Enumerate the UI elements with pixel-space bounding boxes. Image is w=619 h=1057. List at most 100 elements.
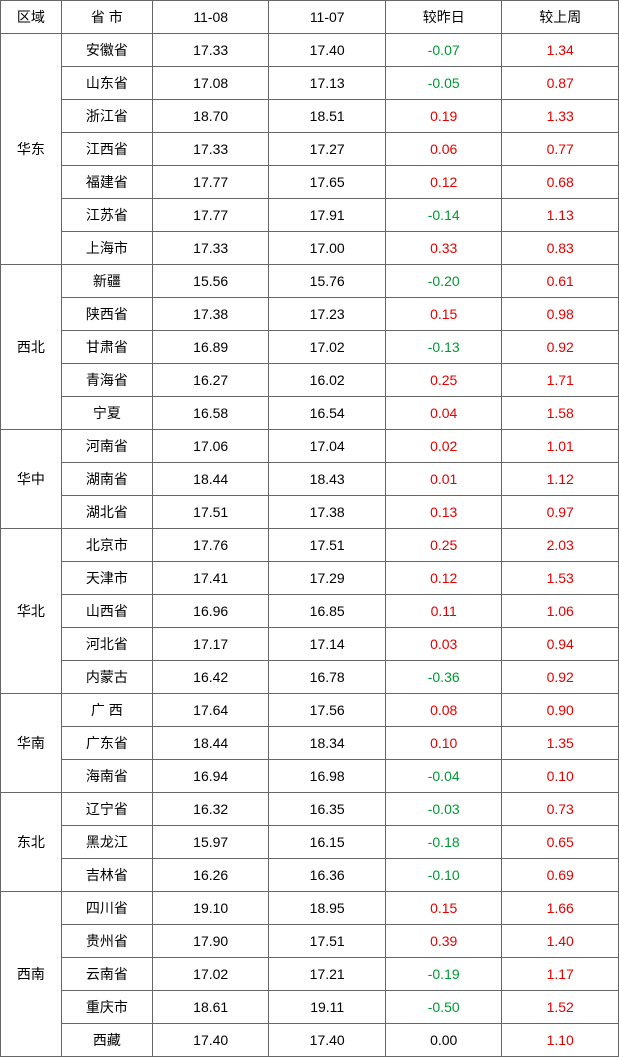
province-cell: 湖南省 xyxy=(61,463,152,496)
value-d1: 17.02 xyxy=(152,958,269,991)
value-d1: 17.77 xyxy=(152,166,269,199)
table-row: 湖南省18.4418.430.011.12 xyxy=(1,463,619,496)
province-cell: 重庆市 xyxy=(61,991,152,1024)
table-row: 重庆市18.6119.11-0.501.52 xyxy=(1,991,619,1024)
province-cell: 广 西 xyxy=(61,694,152,727)
delta-day: 0.12 xyxy=(385,166,502,199)
value-d1: 15.56 xyxy=(152,265,269,298)
value-d1: 17.76 xyxy=(152,529,269,562)
delta-week: 0.92 xyxy=(502,661,619,694)
table-row: 陕西省17.3817.230.150.98 xyxy=(1,298,619,331)
value-d1: 16.58 xyxy=(152,397,269,430)
table-body: 华东安徽省17.3317.40-0.071.34山东省17.0817.13-0.… xyxy=(1,34,619,1057)
delta-day: 0.08 xyxy=(385,694,502,727)
header-province: 省 市 xyxy=(61,1,152,34)
delta-week: 0.65 xyxy=(502,826,619,859)
delta-week: 0.10 xyxy=(502,760,619,793)
table-row: 华南广 西17.6417.560.080.90 xyxy=(1,694,619,727)
delta-day: -0.19 xyxy=(385,958,502,991)
table-row: 青海省16.2716.020.251.71 xyxy=(1,364,619,397)
delta-day: 0.00 xyxy=(385,1024,502,1057)
delta-day: 0.15 xyxy=(385,298,502,331)
delta-day: 0.11 xyxy=(385,595,502,628)
delta-day: 0.10 xyxy=(385,727,502,760)
delta-day: 0.04 xyxy=(385,397,502,430)
value-d1: 16.27 xyxy=(152,364,269,397)
delta-day: 0.03 xyxy=(385,628,502,661)
value-d1: 17.06 xyxy=(152,430,269,463)
province-cell: 贵州省 xyxy=(61,925,152,958)
value-d2: 19.11 xyxy=(269,991,386,1024)
region-cell: 东北 xyxy=(1,793,62,892)
delta-day: 0.12 xyxy=(385,562,502,595)
province-cell: 青海省 xyxy=(61,364,152,397)
table-row: 湖北省17.5117.380.130.97 xyxy=(1,496,619,529)
province-cell: 湖北省 xyxy=(61,496,152,529)
value-d2: 18.51 xyxy=(269,100,386,133)
province-cell: 辽宁省 xyxy=(61,793,152,826)
table-row: 广东省18.4418.340.101.35 xyxy=(1,727,619,760)
delta-week: 1.71 xyxy=(502,364,619,397)
delta-day: 0.39 xyxy=(385,925,502,958)
value-d1: 17.17 xyxy=(152,628,269,661)
value-d1: 16.89 xyxy=(152,331,269,364)
value-d2: 16.98 xyxy=(269,760,386,793)
delta-week: 0.87 xyxy=(502,67,619,100)
delta-day: -0.10 xyxy=(385,859,502,892)
province-cell: 河南省 xyxy=(61,430,152,463)
region-cell: 华东 xyxy=(1,34,62,265)
table-row: 东北辽宁省16.3216.35-0.030.73 xyxy=(1,793,619,826)
delta-week: 1.52 xyxy=(502,991,619,1024)
province-cell: 新疆 xyxy=(61,265,152,298)
delta-week: 1.66 xyxy=(502,892,619,925)
table-row: 河北省17.1717.140.030.94 xyxy=(1,628,619,661)
delta-week: 0.90 xyxy=(502,694,619,727)
table-row: 贵州省17.9017.510.391.40 xyxy=(1,925,619,958)
delta-day: -0.03 xyxy=(385,793,502,826)
value-d2: 17.51 xyxy=(269,529,386,562)
delta-week: 2.03 xyxy=(502,529,619,562)
value-d1: 17.41 xyxy=(152,562,269,595)
delta-day: 0.19 xyxy=(385,100,502,133)
value-d2: 17.40 xyxy=(269,34,386,67)
price-table: 区域 省 市 11-08 11-07 较昨日 较上周 华东安徽省17.3317.… xyxy=(0,0,619,1057)
delta-day: -0.05 xyxy=(385,67,502,100)
delta-week: 0.83 xyxy=(502,232,619,265)
delta-week: 0.73 xyxy=(502,793,619,826)
value-d2: 16.15 xyxy=(269,826,386,859)
province-cell: 江苏省 xyxy=(61,199,152,232)
table-row: 云南省17.0217.21-0.191.17 xyxy=(1,958,619,991)
delta-day: -0.50 xyxy=(385,991,502,1024)
table-row: 江西省17.3317.270.060.77 xyxy=(1,133,619,166)
delta-week: 0.77 xyxy=(502,133,619,166)
value-d2: 17.38 xyxy=(269,496,386,529)
value-d1: 16.42 xyxy=(152,661,269,694)
table-row: 甘肃省16.8917.02-0.130.92 xyxy=(1,331,619,364)
value-d1: 19.10 xyxy=(152,892,269,925)
value-d2: 17.23 xyxy=(269,298,386,331)
province-cell: 陕西省 xyxy=(61,298,152,331)
value-d1: 17.77 xyxy=(152,199,269,232)
value-d2: 18.95 xyxy=(269,892,386,925)
delta-week: 1.01 xyxy=(502,430,619,463)
delta-week: 0.94 xyxy=(502,628,619,661)
region-cell: 华南 xyxy=(1,694,62,793)
delta-day: 0.01 xyxy=(385,463,502,496)
table-row: 宁夏16.5816.540.041.58 xyxy=(1,397,619,430)
table-row: 山西省16.9616.850.111.06 xyxy=(1,595,619,628)
table-row: 上海市17.3317.000.330.83 xyxy=(1,232,619,265)
header-region: 区域 xyxy=(1,1,62,34)
value-d2: 16.78 xyxy=(269,661,386,694)
province-cell: 福建省 xyxy=(61,166,152,199)
province-cell: 北京市 xyxy=(61,529,152,562)
value-d2: 16.02 xyxy=(269,364,386,397)
value-d1: 18.61 xyxy=(152,991,269,1024)
delta-week: 0.61 xyxy=(502,265,619,298)
table-row: 西南四川省19.1018.950.151.66 xyxy=(1,892,619,925)
value-d2: 17.02 xyxy=(269,331,386,364)
delta-week: 1.17 xyxy=(502,958,619,991)
province-cell: 山西省 xyxy=(61,595,152,628)
delta-week: 0.97 xyxy=(502,496,619,529)
value-d2: 17.29 xyxy=(269,562,386,595)
header-delta-week: 较上周 xyxy=(502,1,619,34)
